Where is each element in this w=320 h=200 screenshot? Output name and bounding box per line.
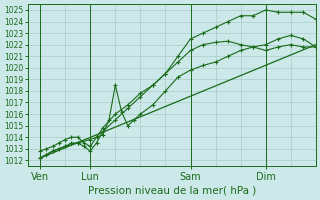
X-axis label: Pression niveau de la mer( hPa ): Pression niveau de la mer( hPa ) (88, 186, 256, 196)
